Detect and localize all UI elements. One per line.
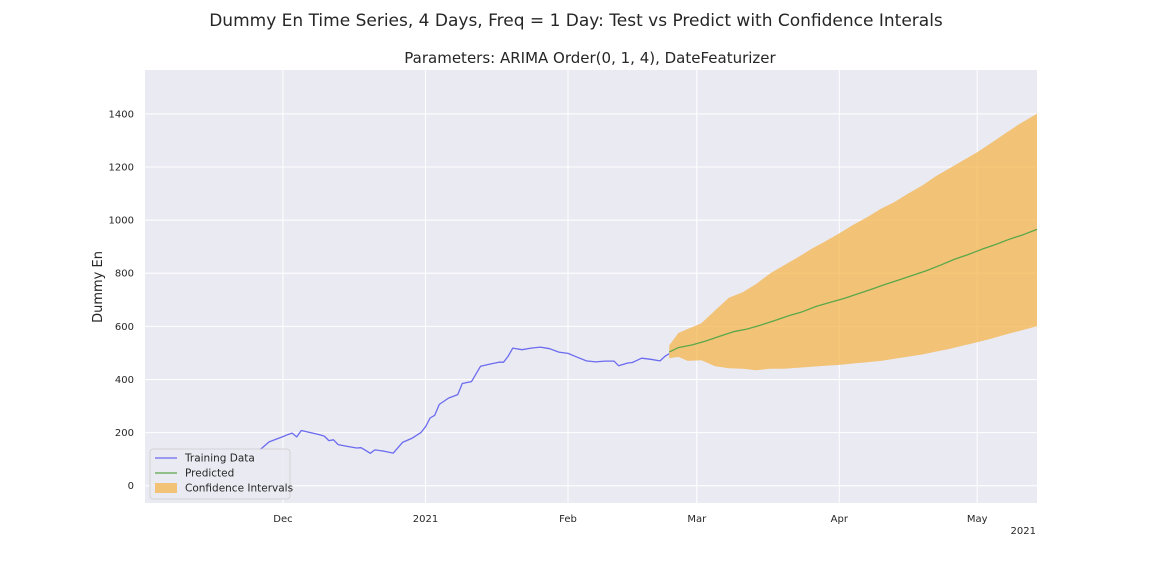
legend-label-predicted: Predicted xyxy=(185,468,234,480)
y-axis-label: Dummy En xyxy=(91,251,106,323)
y-tick-label: 200 xyxy=(115,428,134,439)
y-tick-label: 400 xyxy=(115,375,134,386)
legend-label-training: Training Data xyxy=(184,453,255,465)
legend: Training Data Predicted Confidence Inter… xyxy=(149,448,293,500)
chart-subtitle: Parameters: ARIMA Order(0, 1, 4), DateFe… xyxy=(404,49,776,67)
y-tick-label: 800 xyxy=(115,269,134,280)
grid-lines xyxy=(145,70,1037,503)
x-tick-label: Dec xyxy=(273,514,292,525)
chart-title: Dummy En Time Series, 4 Days, Freq = 1 D… xyxy=(209,11,943,31)
legend-label-confidence: Confidence Intervals xyxy=(185,483,293,495)
x-tick-label: Mar xyxy=(687,514,707,525)
y-tick-label: 600 xyxy=(115,322,134,333)
y-axis-ticks: 0 200 400 600 800 1000 1200 1400 xyxy=(109,109,134,492)
x-tick-label: 2021 xyxy=(413,514,438,525)
y-tick-label: 0 xyxy=(128,481,134,492)
y-tick-label: 1000 xyxy=(109,216,134,227)
x-tick-label: Feb xyxy=(559,514,577,525)
confidence-interval-band xyxy=(669,113,1037,371)
y-tick-label: 1200 xyxy=(109,162,134,173)
x-axis-ticks: Dec 2021 Feb Mar Apr May xyxy=(273,514,987,525)
series-line-training xyxy=(259,346,670,454)
y-tick-label: 1400 xyxy=(109,109,134,120)
x-tick-label: May xyxy=(967,514,988,525)
series-lines xyxy=(259,228,1038,454)
x-tick-label: Apr xyxy=(831,514,849,525)
x-axis-offset-label: 2021 xyxy=(1011,526,1036,537)
legend-swatch-confidence xyxy=(155,483,177,493)
series-line-predicted xyxy=(668,228,1038,353)
confidence-band-layer xyxy=(669,113,1037,371)
legend-frame xyxy=(149,448,291,500)
